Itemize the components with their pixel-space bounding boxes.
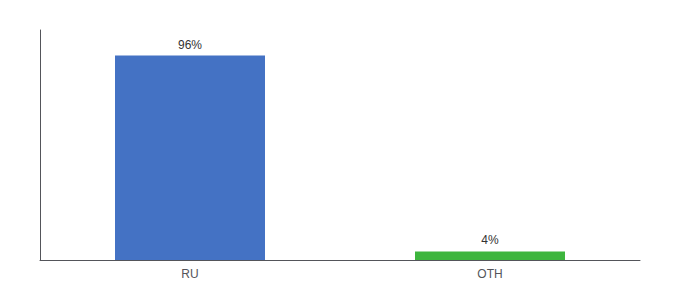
svg-text:OTH: OTH — [477, 267, 502, 281]
svg-text:96%: 96% — [178, 38, 202, 52]
svg-text:4%: 4% — [481, 233, 499, 247]
svg-text:RU: RU — [181, 267, 198, 281]
